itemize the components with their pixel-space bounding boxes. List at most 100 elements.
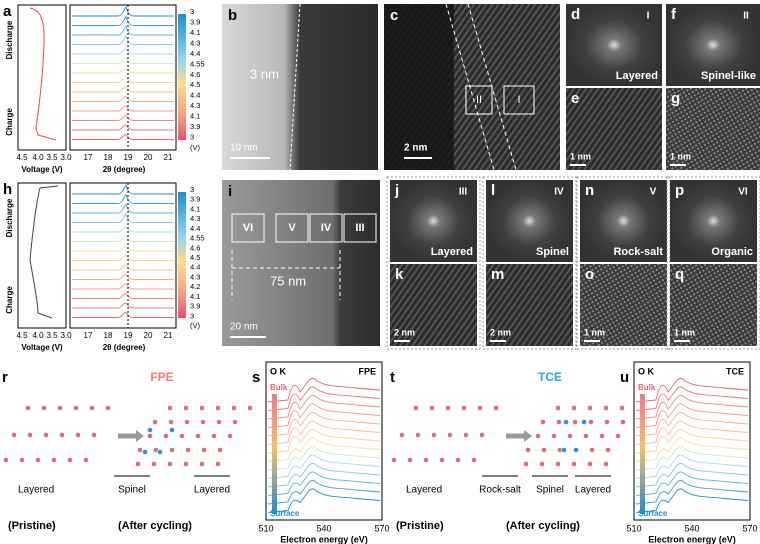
atom	[43, 432, 49, 438]
region-label: II	[476, 94, 482, 106]
phase-label: Organic	[711, 246, 753, 258]
eels-curve	[267, 378, 381, 403]
atom	[89, 405, 95, 411]
atom	[157, 449, 163, 455]
surface-label: Surface	[638, 509, 668, 518]
panel-letter: u	[620, 369, 629, 386]
atom	[407, 457, 413, 463]
xrd-curve	[72, 5, 174, 17]
atom	[567, 433, 573, 439]
scale-label: 2 nm	[394, 327, 415, 337]
xrd-curve	[72, 193, 174, 204]
colorbar-label: 4.1	[190, 204, 200, 213]
xrd-curve	[72, 283, 174, 290]
x-tick-label: 3.0	[60, 153, 72, 162]
scale-bar	[230, 336, 266, 338]
xrd-curve	[72, 24, 174, 36]
atom	[571, 461, 577, 467]
phase-label: Rock-salt	[613, 246, 663, 258]
eels-curve	[635, 386, 749, 411]
colorbar-label: (V)	[190, 143, 201, 152]
region-label: V	[288, 222, 296, 234]
atom	[429, 405, 435, 411]
x-axis-label: Electron energy (eV)	[648, 534, 736, 544]
colorbar-label: 4.6	[190, 70, 200, 79]
x-tick-label: 540	[684, 523, 699, 533]
micrograph	[222, 180, 380, 346]
colorbar-label: 4.3	[190, 101, 200, 110]
scale-bar	[394, 340, 410, 342]
atom	[604, 419, 610, 425]
colorbar-label: 4.4	[190, 49, 200, 58]
atom	[541, 447, 547, 453]
axis-side-label: Discharge	[5, 20, 14, 59]
xrd-curve	[72, 183, 174, 195]
atom	[447, 432, 453, 438]
xrd-curve	[72, 48, 174, 55]
edge-label: O K	[270, 366, 287, 376]
atom	[183, 405, 189, 411]
micrograph-bg	[384, 4, 454, 170]
schematic-title: FPE	[150, 370, 173, 384]
hrtem-image	[390, 264, 477, 346]
xrd-curve	[72, 124, 174, 131]
atom	[605, 447, 611, 453]
hrtem-image	[670, 264, 757, 346]
eels-curve	[267, 403, 381, 428]
eels-curve	[267, 480, 381, 505]
atom	[217, 447, 223, 453]
electrolyte-label: FPE	[358, 366, 376, 376]
atom	[477, 405, 483, 411]
x-tick-label: 20	[144, 153, 153, 162]
colorbar-label: 4.4	[190, 224, 200, 233]
region-label: VI	[738, 187, 748, 198]
panel-letter: i	[228, 183, 232, 200]
axis-side-label: Charge	[5, 286, 14, 314]
x-tick-label: 17	[84, 331, 93, 340]
state-label: (Pristine)	[396, 520, 444, 532]
phase-label: Rock-salt	[479, 485, 521, 496]
atom	[169, 447, 175, 453]
region-box	[343, 213, 377, 243]
scale-label: 2 nm	[404, 143, 427, 154]
atom	[587, 405, 593, 411]
phase-label: Layered	[194, 485, 230, 496]
atom	[535, 433, 541, 439]
atom	[41, 405, 47, 411]
atom	[199, 405, 205, 411]
region-label: VI	[243, 222, 253, 234]
annotation: 3 nm	[250, 66, 279, 81]
panel-letter: d	[571, 6, 580, 23]
scale-bar	[404, 157, 432, 159]
eels-curve	[267, 446, 381, 471]
atom	[479, 432, 485, 438]
xrd-curve	[72, 226, 174, 233]
atom	[573, 447, 579, 453]
colorbar-label: 3	[190, 311, 194, 320]
atom	[199, 461, 205, 467]
voltage-curve	[29, 185, 59, 319]
eels-curve	[635, 378, 749, 403]
panel-frame	[482, 176, 577, 350]
x-tick-label: 4.0	[32, 331, 44, 340]
atom	[493, 405, 499, 411]
colorbar-label: 4.3	[190, 272, 200, 281]
atom	[215, 461, 221, 467]
x-tick-label: 570	[742, 523, 757, 533]
scale-label: 1 nm	[674, 327, 695, 337]
atom	[399, 432, 405, 438]
atom	[151, 461, 157, 467]
eels-curve	[635, 403, 749, 428]
region-box	[309, 213, 343, 243]
xrd-curve	[72, 34, 174, 45]
eels-curve	[267, 386, 381, 411]
hrtem-image	[666, 88, 760, 170]
colorbar-label: 3	[190, 185, 194, 194]
colorbar-label: 3.9	[190, 302, 200, 311]
scale-bar	[674, 340, 690, 342]
annotation: 75 nm	[270, 273, 306, 288]
atom	[215, 405, 221, 411]
panel-letter: r	[2, 369, 8, 386]
hrtem-image	[486, 264, 573, 346]
x-tick-label: 4.0	[32, 153, 44, 162]
